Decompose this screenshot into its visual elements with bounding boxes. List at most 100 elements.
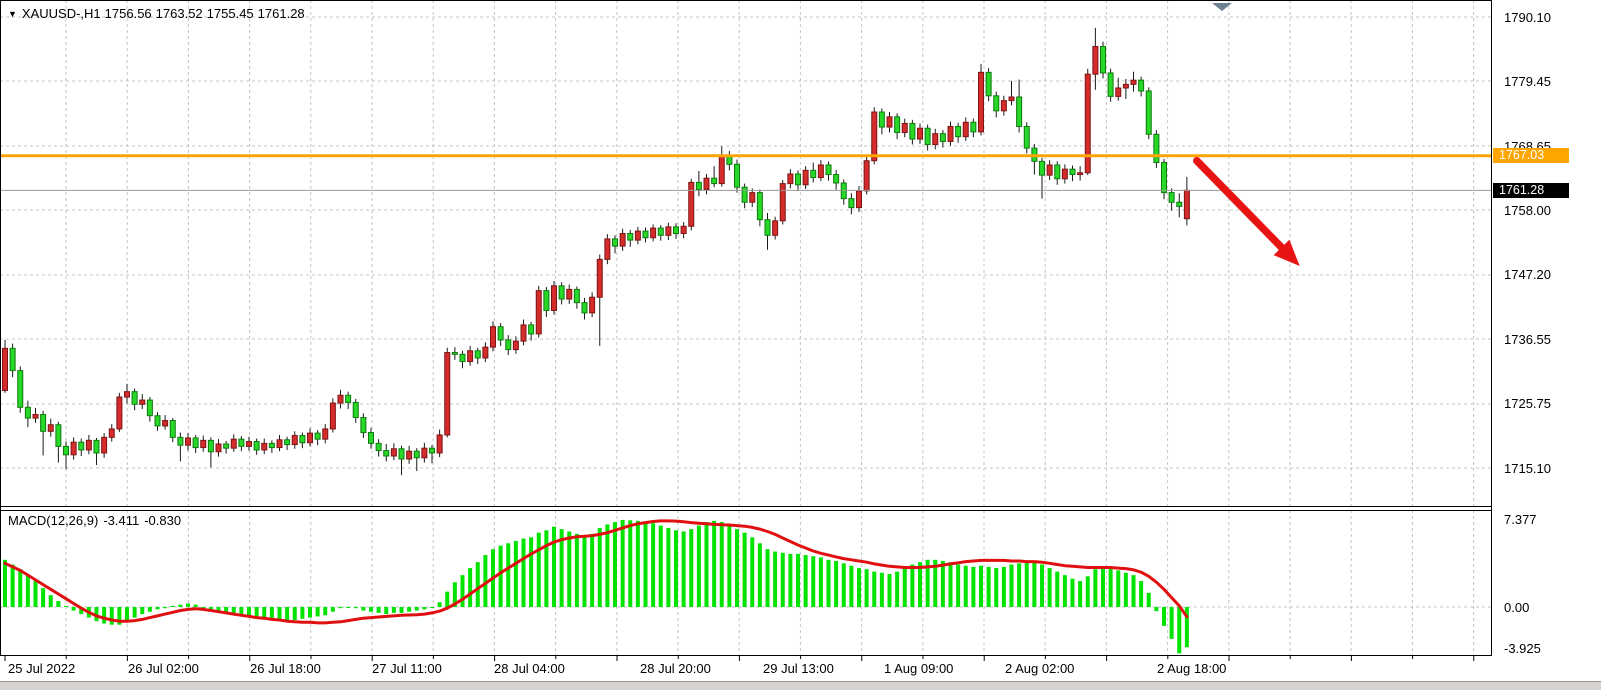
- macd-bar: [216, 607, 221, 612]
- macd-bar: [780, 552, 785, 607]
- candle-body: [985, 71, 992, 97]
- macd-bar: [269, 607, 274, 620]
- macd-bar: [986, 566, 991, 607]
- symbol-dropdown-icon[interactable]: ▼: [8, 9, 17, 19]
- macd-bar: [407, 607, 412, 612]
- candle: [55, 421, 62, 463]
- candle: [741, 183, 748, 209]
- candle-body: [1176, 201, 1183, 207]
- candle-body: [131, 391, 138, 405]
- candle: [314, 430, 321, 446]
- candle: [192, 434, 199, 453]
- candle: [1130, 71, 1137, 92]
- macd-bar: [1184, 607, 1189, 648]
- macd-bar: [163, 607, 168, 609]
- macd-bar: [666, 527, 671, 607]
- candle-body: [261, 442, 268, 451]
- candle: [612, 235, 618, 254]
- macd-bar: [1009, 564, 1014, 607]
- macd-bar: [346, 607, 351, 608]
- candle-body: [1100, 45, 1106, 74]
- candle-body: [1016, 96, 1023, 127]
- candle: [1176, 193, 1183, 218]
- macd-bar: [186, 603, 190, 607]
- candle-body: [9, 347, 16, 372]
- trend-arrow-annotation[interactable]: [1193, 156, 1300, 266]
- macd-bar: [513, 540, 518, 607]
- candle: [1061, 164, 1068, 184]
- macd-bar: [574, 533, 579, 607]
- macd-bar: [247, 607, 251, 617]
- candle: [1084, 68, 1091, 176]
- panel-separator-top[interactable]: [0, 506, 1492, 507]
- candle: [490, 321, 496, 352]
- ohlc-low: 1755.45: [206, 6, 254, 21]
- macd-bar: [735, 529, 739, 607]
- candle-body: [1130, 79, 1137, 85]
- scroll-end-marker-icon[interactable]: [1212, 3, 1232, 11]
- macd-tick-label: 0.00: [1504, 599, 1530, 615]
- candle-body: [612, 238, 618, 247]
- macd-bar: [826, 559, 831, 607]
- panel-separator-bottom[interactable]: [0, 510, 1492, 511]
- candle-body: [505, 339, 512, 351]
- candle: [878, 108, 885, 135]
- candle-body: [1084, 73, 1091, 174]
- candle-body: [421, 447, 428, 459]
- macd-bar: [125, 607, 129, 622]
- price-tick-label: 1758.00: [1504, 202, 1551, 218]
- price-tick-label: 1715.10: [1504, 460, 1551, 476]
- candle-body: [1054, 164, 1061, 180]
- candle-body: [375, 442, 382, 452]
- candle: [360, 413, 367, 438]
- macd-bar: [796, 553, 800, 607]
- candle-body: [734, 163, 740, 188]
- candle: [520, 319, 527, 346]
- candle: [1039, 157, 1045, 199]
- macd-bar: [582, 536, 587, 607]
- macd-bar: [422, 607, 427, 610]
- macd-bar: [41, 588, 46, 607]
- candle-body: [390, 448, 397, 457]
- candle-body: [1161, 162, 1167, 194]
- macd-bar: [239, 607, 244, 616]
- candle-body: [596, 258, 603, 298]
- macd-bar: [704, 522, 709, 607]
- candle: [1092, 27, 1099, 90]
- macd-bar: [414, 607, 419, 611]
- macd-bar: [1123, 572, 1128, 607]
- candle-body: [85, 439, 92, 451]
- candle-body: [1122, 83, 1129, 89]
- macd-bar: [430, 607, 434, 608]
- candle: [85, 434, 92, 455]
- candle: [268, 440, 275, 453]
- candle-body: [833, 174, 840, 184]
- candle: [482, 342, 489, 363]
- macd-signal-line: [3, 519, 1189, 625]
- macd-bar: [10, 564, 15, 607]
- candle-body: [2, 347, 8, 391]
- candle: [978, 63, 984, 136]
- chart-plot-area[interactable]: [0, 0, 1492, 689]
- candle: [932, 128, 939, 150]
- candle: [63, 441, 69, 470]
- macd-bar: [628, 520, 633, 607]
- macd-bar: [254, 607, 259, 618]
- macd-bar: [208, 607, 213, 610]
- candle: [711, 166, 718, 188]
- candle-body: [1183, 189, 1190, 220]
- candle: [497, 323, 504, 346]
- macd-bar: [1116, 570, 1121, 607]
- candle: [924, 124, 931, 151]
- candle: [939, 130, 946, 148]
- macd-bar: [757, 543, 762, 607]
- candle: [139, 394, 146, 410]
- macd-bar: [552, 526, 556, 607]
- candle: [627, 229, 634, 247]
- candle-body: [497, 326, 504, 341]
- candle-body: [467, 350, 474, 363]
- macd-bar: [498, 545, 503, 607]
- macd-bar: [605, 524, 610, 607]
- macd-bar: [742, 532, 747, 607]
- candle-body: [909, 122, 916, 140]
